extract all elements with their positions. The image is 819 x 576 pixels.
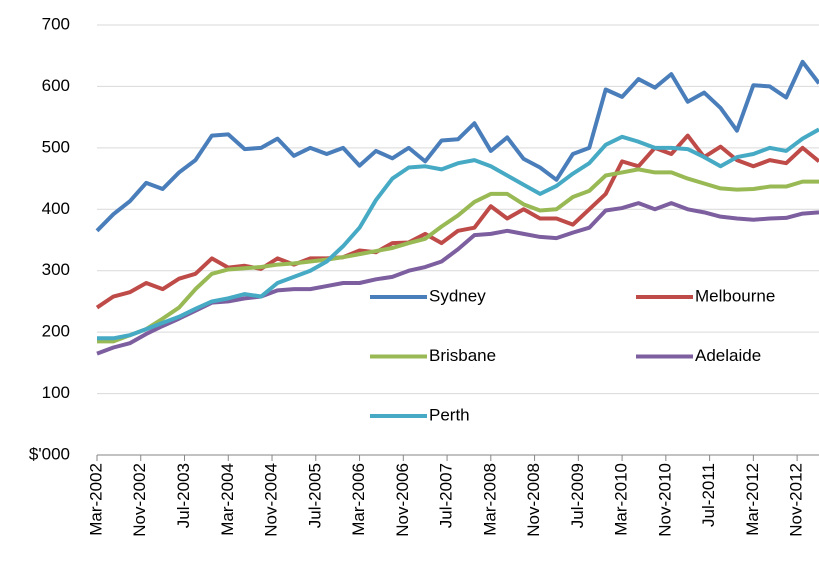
series-line [95, 59, 819, 233]
y-tick-label: $'000 [29, 444, 70, 463]
x-tick-label: Nov-2002 [130, 463, 149, 537]
y-tick-label: 200 [42, 322, 70, 341]
legend-label: Perth [429, 405, 470, 424]
x-tick-label: Jul-2011 [699, 463, 718, 527]
x-tick-label: Nov-2008 [524, 463, 543, 537]
legend-label: Melbourne [695, 286, 775, 305]
x-tick-label: Mar-2012 [743, 463, 762, 536]
series-line [97, 127, 819, 341]
x-tick-label: Nov-2004 [262, 463, 281, 537]
x-tick-label: Mar-2006 [349, 463, 368, 536]
legend-label: Adelaide [695, 346, 761, 365]
legend-label: Brisbane [429, 346, 496, 365]
x-tick-label: Jul-2009 [568, 463, 587, 528]
x-tick-label: Nov-2012 [787, 463, 806, 537]
legend-label: Sydney [429, 286, 486, 305]
x-tick-label: Jul-2003 [174, 463, 193, 528]
x-tick-label: Mar-2002 [86, 463, 105, 536]
y-tick-label: 500 [42, 137, 70, 156]
y-tick-label: 100 [42, 383, 70, 402]
y-tick-label: 700 [42, 14, 70, 33]
plot-area [95, 59, 819, 356]
x-tick-label: Nov-2006 [393, 463, 412, 537]
y-tick-label: 300 [42, 260, 70, 279]
x-tick-label: Mar-2004 [218, 463, 237, 536]
x-tick-label: Mar-2010 [612, 463, 631, 536]
series-line [97, 167, 819, 344]
y-tick-label: 600 [42, 76, 70, 95]
series-line [95, 133, 819, 310]
y-tick-label: 400 [42, 199, 70, 218]
x-tick-label: Jul-2005 [305, 463, 324, 528]
x-tick-label: Mar-2008 [480, 463, 499, 536]
x-tick-label: Jul-2007 [437, 463, 456, 528]
x-tick-label: Nov-2010 [655, 463, 674, 537]
